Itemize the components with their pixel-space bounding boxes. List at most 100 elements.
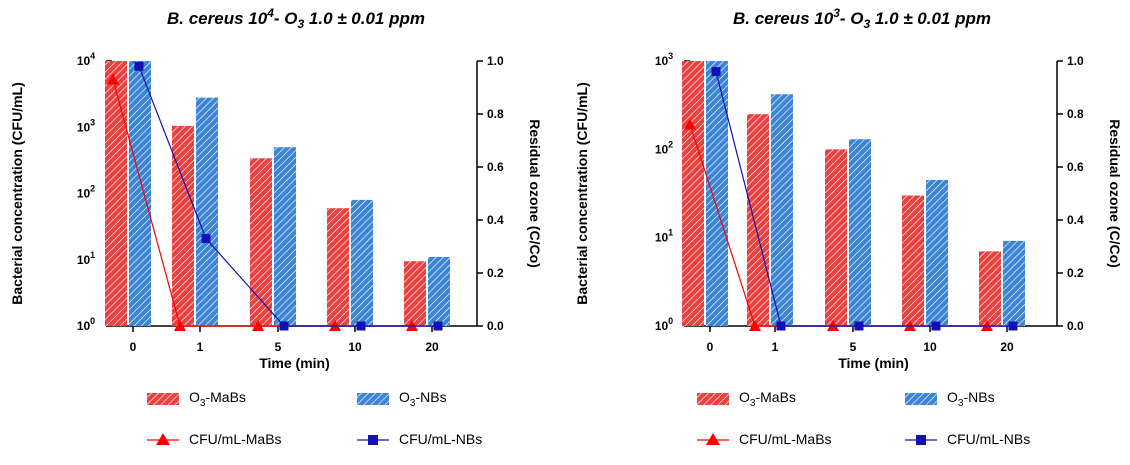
bar-mabs xyxy=(682,61,704,326)
marker-triangle xyxy=(107,73,119,85)
legend-triangle-icon xyxy=(697,433,729,445)
bar-mabs xyxy=(172,125,194,326)
x-axis-title: Time (min) xyxy=(259,355,330,371)
left-tick-label: 103 xyxy=(655,51,673,68)
chart-title: B. cereus 103- O3 1.0 ± 0.01 ppm xyxy=(733,6,991,31)
marker-square xyxy=(201,234,211,244)
x-tick-label: 20 xyxy=(1000,340,1014,354)
legend-swatch-o3-nbs xyxy=(357,393,389,405)
bar-mabs xyxy=(327,208,349,326)
x-axis-title: Time (min) xyxy=(838,355,909,371)
marker-square xyxy=(931,321,941,331)
legend-item-cfu-nbs: CFU/mL-NBs xyxy=(903,428,1030,450)
legend-square-icon xyxy=(905,435,937,445)
right-tick-label: 0.6 xyxy=(487,160,504,174)
legend-triangle-icon xyxy=(147,433,179,445)
legend-right: O3-MaBs O3-NBs CFU/mL-MaBs CFU/mL-NBs xyxy=(565,380,1130,465)
left-tick-label: 104 xyxy=(77,51,95,68)
marker-square xyxy=(356,321,366,331)
left-tick-label: 102 xyxy=(77,184,95,201)
chart-panel-left: B. cereus 104- O3 1.0 ± 0.01 ppm 100 10 1 10… xyxy=(0,6,565,465)
right-tick-label: 0.2 xyxy=(1067,266,1084,280)
x-tick-label: 10 xyxy=(923,340,937,354)
left-tick-label: 102 xyxy=(655,139,673,156)
right-tick-label: 0.4 xyxy=(487,213,504,227)
legend-item-o3-nbs: O3-NBs xyxy=(355,388,447,410)
right-tick-label: 0.8 xyxy=(487,107,504,121)
right-tick-label: 1.0 xyxy=(1067,54,1084,68)
bar-mabs xyxy=(979,251,1001,326)
legend-label-o3-nbs: O3-NBs xyxy=(399,389,447,409)
marker-triangle xyxy=(749,320,761,331)
x-tick-label: 5 xyxy=(850,340,857,354)
marker-square xyxy=(433,321,443,331)
y-axis-title-right: Residual ozone (C/Co) xyxy=(527,119,543,268)
marker-triangle xyxy=(252,320,264,331)
right-tick-label: 0.0 xyxy=(487,319,504,333)
x-tick-label: 5 xyxy=(275,340,282,354)
x-tick-label: 0 xyxy=(707,340,714,354)
legend-item-cfu-nbs: CFU/mL-NBs xyxy=(355,428,482,450)
legend-label-o3-mabs: O3-MaBs xyxy=(739,389,796,409)
legend-item-o3-nbs: O3-NBs xyxy=(903,388,995,410)
marker-square xyxy=(854,321,864,331)
marker-square xyxy=(1008,321,1018,331)
bar-nbs xyxy=(351,199,373,326)
bar-mabs xyxy=(105,61,127,326)
y-axis-title-left: Bacterial concentration (CFU/mL) xyxy=(574,82,590,304)
right-tick-label: 0.6 xyxy=(1067,160,1084,174)
bar-nbs xyxy=(428,257,450,326)
legend-label-cfu-mabs: CFU/mL-MaBs xyxy=(189,431,282,447)
legend-label-cfu-nbs: CFU/mL-NBs xyxy=(399,431,483,447)
right-tick-label: 1.0 xyxy=(487,54,504,68)
bar-mabs xyxy=(902,195,924,326)
bar-nbs xyxy=(849,139,871,326)
left-tick-label: 103 xyxy=(77,117,95,134)
legend-square-icon xyxy=(357,435,389,445)
bar-mabs xyxy=(250,158,272,326)
bar-nbs xyxy=(1003,240,1025,326)
legend-item-cfu-mabs: CFU/mL-MaBs xyxy=(145,428,282,450)
legend-label-cfu-nbs: CFU/mL-NBs xyxy=(947,431,1031,447)
bar-mabs xyxy=(404,261,426,326)
legend-item-cfu-mabs: CFU/mL-MaBs xyxy=(695,428,832,450)
x-tick-label: 1 xyxy=(772,340,779,354)
legend-left: O3-MaBs O3-NBs CFU/mL-MaBs CFU/mL-NBs xyxy=(0,380,565,465)
y-axis-title-right: Residual ozone (C/Co) xyxy=(1107,119,1123,268)
bar-mabs xyxy=(825,149,847,326)
right-tick-label: 0.0 xyxy=(1067,319,1084,333)
left-tick-label: 101 xyxy=(655,228,673,245)
right-tick-label: 0.2 xyxy=(487,266,504,280)
chart-left-svg: B. cereus 104- O3 1.0 ± 0.01 ppm 100 10 1 10… xyxy=(9,6,543,371)
marker-square xyxy=(134,61,144,71)
right-tick-label: 0.8 xyxy=(1067,107,1084,121)
left-tick-label: 100 xyxy=(655,316,673,333)
legend-swatch-o3-mabs xyxy=(697,393,729,405)
legend-swatch-o3-mabs xyxy=(147,393,179,405)
legend-item-o3-mabs: O3-MaBs xyxy=(695,388,796,410)
legend-item-o3-mabs: O3-MaBs xyxy=(145,388,246,410)
marker-square xyxy=(776,321,786,331)
chart-panel-right: B. cereus 103- O3 1.0 ± 0.01 ppm 100 101 10… xyxy=(565,0,1130,465)
legend-label-o3-mabs: O3-MaBs xyxy=(189,389,246,409)
bar-nbs xyxy=(129,61,151,326)
bar-nbs xyxy=(706,61,728,326)
x-tick-label: 20 xyxy=(425,340,439,354)
x-tick-label: 10 xyxy=(348,340,362,354)
legend-swatch-o3-nbs xyxy=(905,393,937,405)
bar-nbs xyxy=(274,147,296,326)
x-tick-label: 0 xyxy=(130,340,137,354)
y-axis-title-left: Bacterial concentration (CFU/mL) xyxy=(9,82,25,304)
marker-square xyxy=(711,67,721,77)
bar-mabs xyxy=(747,114,769,326)
legend-label-cfu-mabs: CFU/mL-MaBs xyxy=(739,431,832,447)
left-tick-label: 100 xyxy=(77,316,95,333)
bar-nbs xyxy=(926,179,948,326)
bar-nbs xyxy=(771,94,793,326)
right-tick-label: 0.4 xyxy=(1067,213,1084,227)
marker-triangle xyxy=(174,320,186,331)
marker-square xyxy=(279,321,289,331)
legend-label-o3-nbs: O3-NBs xyxy=(947,389,995,409)
x-tick-label: 1 xyxy=(197,340,204,354)
chart-title: B. cereus 104- O3 1.0 ± 0.01 ppm xyxy=(167,6,425,31)
